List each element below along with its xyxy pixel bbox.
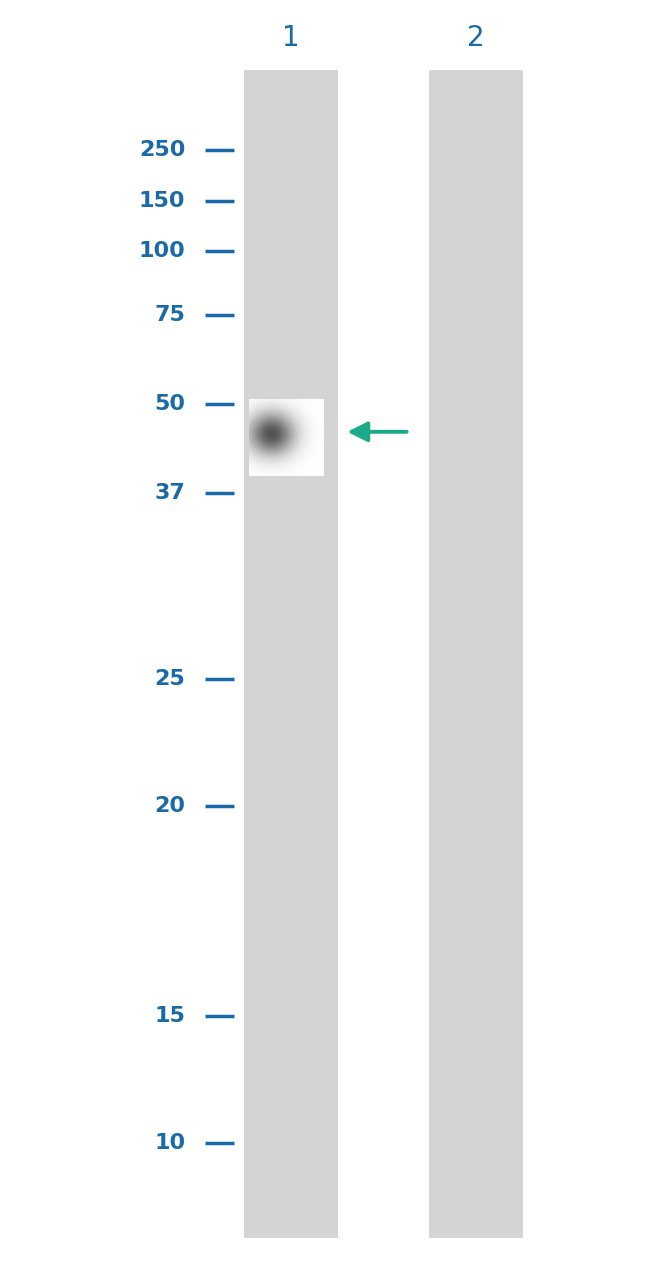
- Text: 2: 2: [467, 24, 485, 52]
- Text: 250: 250: [139, 140, 185, 160]
- Text: 1: 1: [282, 24, 300, 52]
- Text: 15: 15: [154, 1006, 185, 1026]
- Text: 50: 50: [154, 394, 185, 414]
- Text: 37: 37: [154, 483, 185, 503]
- Text: 150: 150: [138, 190, 185, 211]
- Text: 75: 75: [154, 305, 185, 325]
- Text: 10: 10: [154, 1133, 185, 1153]
- Text: 25: 25: [155, 669, 185, 690]
- Text: 20: 20: [154, 796, 185, 817]
- Bar: [244, 70, 338, 1238]
- Text: 100: 100: [138, 241, 185, 262]
- Bar: [429, 70, 523, 1238]
